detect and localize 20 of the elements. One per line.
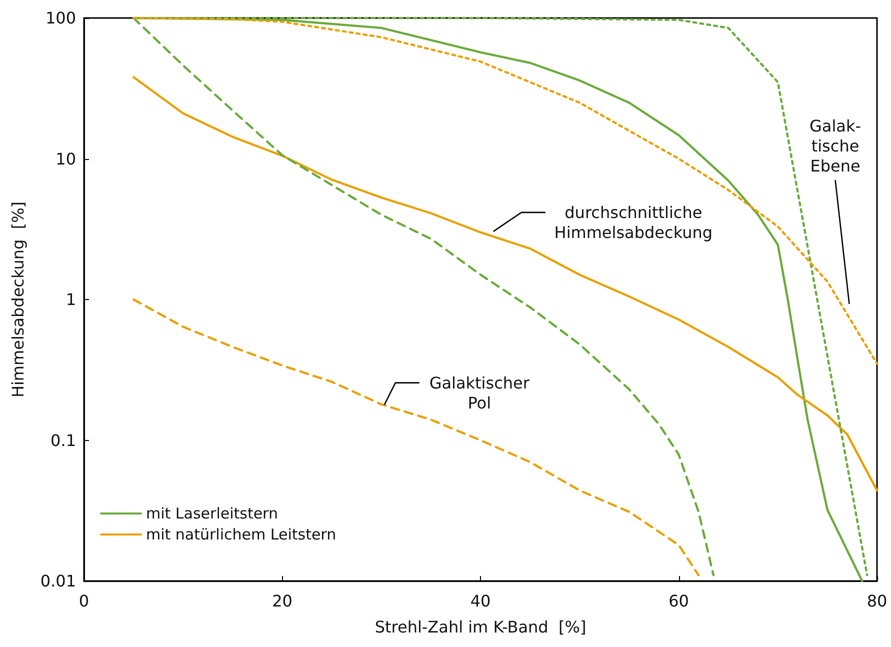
x-tick-label: 60 [668,592,689,610]
y-tick-label: 0.01 [40,572,76,590]
legend-label: mit Laserleitstern [146,504,278,522]
x-tick-label: 40 [470,592,491,610]
legend-label: mit natürlichem Leitstern [146,526,336,544]
y-tick-label: 100 [45,8,76,28]
line-series [132,298,700,576]
x-axis-title: Strehl-Zahl im K-Band [%] [374,618,586,636]
x-tick-label: 80 [866,592,888,610]
line-series [132,76,878,492]
annotation: durchschnittliche Himmelsabdeckung [554,202,713,242]
annotation: Galaktischer Pol [429,373,530,412]
y-tick-label: 0.1 [50,430,76,450]
x-tick-label: 20 [272,592,292,610]
x-tick-label: 0 [78,592,90,610]
y-tick-label: 10 [56,149,76,168]
y-tick-label: 1 [66,290,76,309]
y-axis-title: Himmelsabdeckung [%] [8,201,28,398]
line-series [132,16,878,365]
annotation: Galak- tische Ebene [810,116,862,176]
